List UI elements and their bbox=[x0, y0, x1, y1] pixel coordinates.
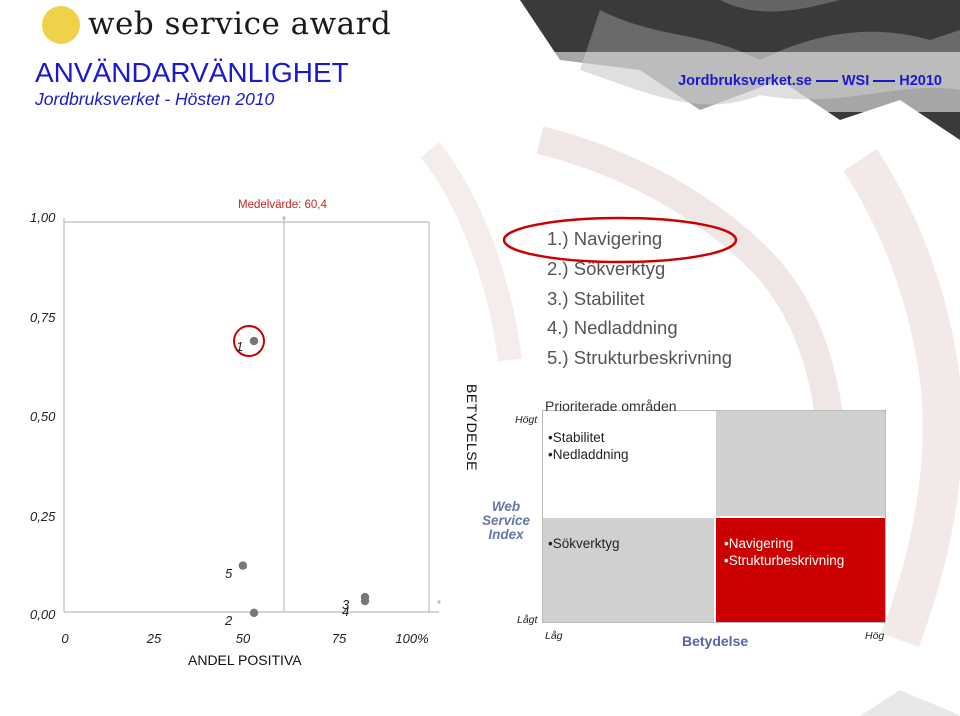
reference-index: WSI bbox=[841, 73, 870, 89]
data-point-5 bbox=[238, 561, 248, 570]
x-tick-label: 0 bbox=[61, 631, 69, 646]
matrix-item: •Nedladdning bbox=[548, 447, 629, 462]
page-subtitle: Jordbruksverket - Hösten 2010 bbox=[35, 89, 275, 109]
priority-matrix: Prioriterade områden •Stabilitet •Nedlad… bbox=[542, 398, 886, 623]
data-point-2 bbox=[249, 608, 259, 618]
y-tick-label: 0,25 bbox=[30, 509, 56, 524]
x-tick-label: 100% bbox=[395, 631, 429, 646]
priority-item: 2.) Sökverktyg bbox=[547, 258, 666, 279]
quadrant-bottom-right bbox=[714, 516, 886, 623]
reference-separator bbox=[873, 80, 896, 83]
quadrant-top-left bbox=[542, 410, 714, 516]
matrix-item: •Navigering bbox=[724, 536, 794, 551]
x-axis-title: ANDEL POSITIVA bbox=[188, 652, 302, 668]
priority-item: 3.) Stabilitet bbox=[547, 288, 645, 309]
y-tick-label: 0,75 bbox=[30, 310, 56, 325]
header-reference: Jordbruksverket.se WSI H2010 bbox=[678, 73, 942, 89]
matrix-x-title: Betydelse bbox=[682, 633, 749, 649]
y-tick-label: 1,00 bbox=[30, 210, 56, 225]
logo-mark bbox=[42, 6, 80, 44]
logo-wordmark: web service award bbox=[88, 6, 392, 42]
point-label: 5 bbox=[225, 566, 233, 581]
page-title: ANVÄNDARVÄNLIGHET bbox=[35, 57, 349, 88]
matrix-y-title: Web Service Index bbox=[481, 499, 531, 542]
navigering-highlight-ellipse bbox=[502, 216, 738, 264]
reference-period: H2010 bbox=[899, 73, 942, 89]
matrix-x-high: Hög bbox=[865, 630, 885, 642]
point-label: 4 bbox=[342, 604, 350, 619]
matrix-y-low: Lågt bbox=[517, 614, 538, 626]
reference-site: Jordbruksverket.se bbox=[678, 73, 812, 89]
priority-item: 1.) Navigering bbox=[547, 228, 663, 249]
point-label: 3 bbox=[342, 597, 350, 612]
matrix-item: •Strukturbeskrivning bbox=[724, 553, 845, 568]
x-tick-label: 25 bbox=[146, 631, 162, 646]
data-point-1 bbox=[249, 336, 259, 346]
matrix-border bbox=[542, 410, 886, 623]
mean-label: Medelvärde: 60,4 bbox=[238, 199, 327, 211]
priority-item: 4.) Nedladdning bbox=[547, 317, 678, 338]
y-tick-label: 0,00 bbox=[30, 607, 56, 622]
point-label: 2 bbox=[225, 613, 233, 628]
matrix-y-high: Högt bbox=[515, 414, 538, 426]
point-label: 1 bbox=[236, 339, 244, 354]
priority-item: 5.) Strukturbeskrivning bbox=[547, 347, 733, 368]
data-point-4 bbox=[360, 596, 370, 606]
quadrant-top-right bbox=[714, 410, 886, 516]
x-tick-label: 50 bbox=[235, 631, 251, 646]
quadrant-bottom-left bbox=[542, 516, 714, 623]
reference-separator bbox=[815, 80, 838, 83]
matrix-heading: Prioriterade områden bbox=[545, 398, 677, 414]
matrix-item: •Stabilitet bbox=[548, 430, 605, 445]
highlight-circle-point-1 bbox=[233, 325, 265, 358]
matrix-item: •Sökverktyg bbox=[548, 536, 620, 551]
x-axis-end-marker bbox=[437, 600, 441, 604]
matrix-x-low: Låg bbox=[545, 630, 563, 642]
y-tick-label: 0,50 bbox=[30, 409, 56, 424]
mean-line-marker bbox=[282, 216, 286, 220]
x-tick-label: 75 bbox=[331, 631, 347, 646]
title-band bbox=[0, 52, 960, 112]
